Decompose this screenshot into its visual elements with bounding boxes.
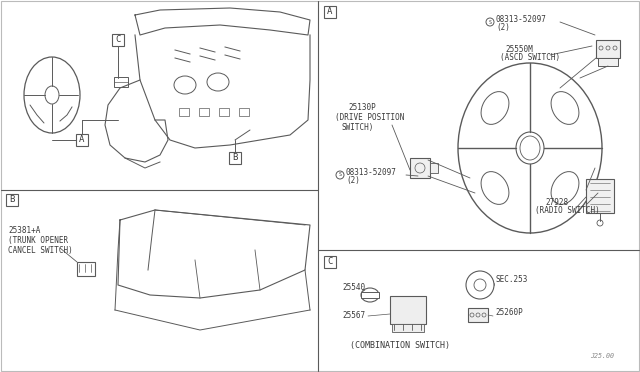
Text: A: A: [79, 135, 84, 144]
Text: A: A: [327, 7, 333, 16]
Text: C: C: [327, 257, 333, 266]
Text: 25540: 25540: [342, 283, 365, 292]
Text: SEC.253: SEC.253: [496, 275, 529, 284]
Text: (TRUNK OPENER: (TRUNK OPENER: [8, 236, 68, 245]
Text: 08313-52097: 08313-52097: [496, 15, 547, 24]
Bar: [324, 256, 336, 268]
Text: 25130P: 25130P: [348, 103, 376, 112]
Text: 25550M: 25550M: [505, 45, 532, 54]
Text: 25260P: 25260P: [495, 308, 523, 317]
Bar: [76, 134, 88, 146]
Text: (2): (2): [496, 23, 510, 32]
Bar: [598, 58, 618, 66]
Text: B: B: [10, 196, 15, 205]
Text: B: B: [232, 154, 237, 163]
Bar: [239, 108, 249, 116]
Bar: [219, 108, 229, 116]
Bar: [392, 324, 424, 332]
Text: (ASCD SWITCH): (ASCD SWITCH): [500, 53, 560, 62]
Bar: [596, 40, 620, 58]
Bar: [586, 179, 614, 213]
Bar: [410, 158, 430, 178]
Bar: [324, 6, 336, 18]
Text: 25381+A: 25381+A: [8, 226, 40, 235]
Text: (2): (2): [346, 176, 360, 185]
Bar: [468, 308, 488, 322]
Bar: [229, 152, 241, 164]
Text: J25.00: J25.00: [590, 353, 614, 359]
Text: CANCEL SWITCH): CANCEL SWITCH): [8, 246, 73, 255]
Text: 25567: 25567: [342, 311, 365, 320]
Text: C: C: [115, 35, 121, 45]
Bar: [390, 296, 426, 324]
Bar: [361, 292, 379, 298]
Text: SWITCH): SWITCH): [342, 123, 374, 132]
Bar: [199, 108, 209, 116]
Bar: [6, 194, 18, 206]
Bar: [179, 108, 189, 116]
Bar: [112, 34, 124, 46]
Text: S: S: [339, 173, 341, 177]
Text: S: S: [488, 19, 492, 25]
Bar: [114, 77, 128, 87]
Text: (RADIO SWITCH): (RADIO SWITCH): [535, 206, 600, 215]
Text: (COMBINATION SWITCH): (COMBINATION SWITCH): [350, 341, 450, 350]
Bar: [77, 262, 95, 276]
Text: 08313-52097: 08313-52097: [346, 168, 397, 177]
Text: (DRIVE POSITION: (DRIVE POSITION: [335, 113, 404, 122]
Bar: [430, 163, 438, 173]
Text: 27928: 27928: [545, 198, 568, 207]
